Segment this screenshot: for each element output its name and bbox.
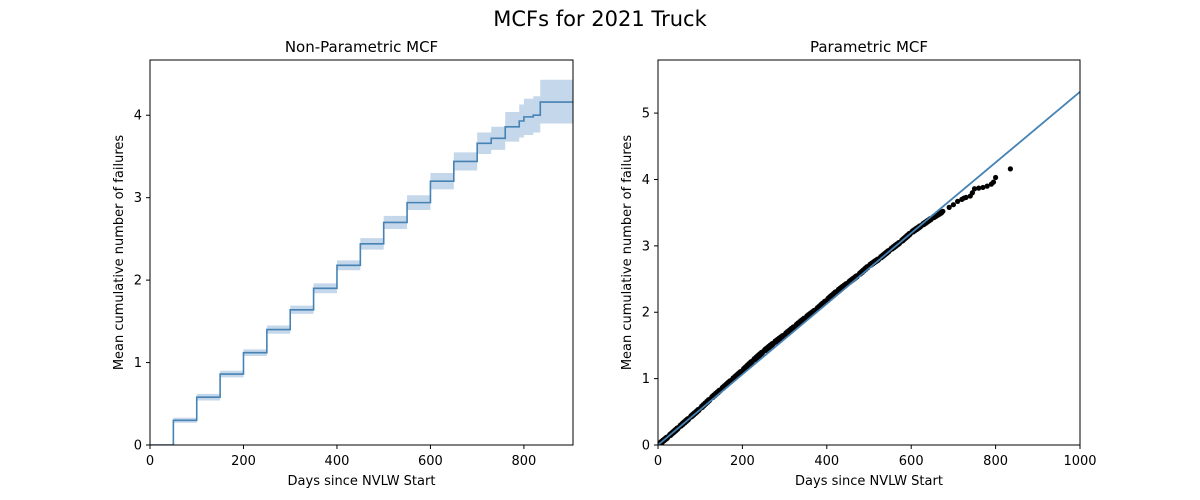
x-axis-label: Days since NVLW Start bbox=[795, 474, 943, 489]
x-tick-label: 400 bbox=[814, 454, 839, 469]
x-tick-label: 1000 bbox=[1063, 454, 1096, 469]
y-tick-label: 4 bbox=[134, 109, 142, 124]
axes-title: Parametric MCF bbox=[810, 38, 928, 56]
y-tick-label: 2 bbox=[134, 274, 142, 289]
confidence-band bbox=[150, 79, 573, 445]
parametric-mcf-panel: 0 200 400 600 800 1000 0 1 2 3 4 5 Parametric MCF Day… bbox=[620, 38, 1097, 489]
x-tick-label: 0 bbox=[146, 454, 154, 469]
plot-area bbox=[658, 91, 1080, 445]
y-tick-label: 3 bbox=[134, 191, 142, 206]
axes-frame bbox=[149, 59, 574, 446]
y-tick-label: 4 bbox=[642, 173, 650, 188]
y-axis-label: Mean cumulative number of failures bbox=[620, 135, 635, 371]
x-axis-label: Days since NVLW Start bbox=[288, 474, 436, 489]
axes-title: Non-Parametric MCF bbox=[285, 38, 438, 56]
x-tick-label: 400 bbox=[325, 454, 350, 469]
x-tick-label: 200 bbox=[730, 454, 755, 469]
figure-title: MCFs for 2021 Truck bbox=[493, 7, 707, 31]
data-point bbox=[990, 179, 997, 185]
plot-area bbox=[150, 79, 573, 445]
data-point bbox=[976, 185, 982, 191]
x-tick-label: 800 bbox=[512, 454, 537, 469]
y-tick-label: 5 bbox=[642, 107, 650, 122]
x-tick-label: 600 bbox=[899, 454, 924, 469]
data-point bbox=[984, 183, 990, 189]
data-point bbox=[950, 202, 957, 208]
data-point bbox=[946, 204, 952, 210]
parametric-fit-line bbox=[658, 91, 1080, 445]
y-tick-label: 1 bbox=[642, 372, 650, 387]
data-point bbox=[980, 184, 986, 191]
y-tick-label: 0 bbox=[134, 439, 142, 454]
x-tick-label: 0 bbox=[654, 454, 662, 469]
y-tick-label: 3 bbox=[642, 239, 650, 254]
axes-frame bbox=[657, 59, 1081, 446]
y-axis-label: Mean cumulative number of failures bbox=[112, 135, 127, 371]
mcf-step-line bbox=[150, 101, 573, 445]
y-tick-label: 2 bbox=[642, 306, 650, 321]
y-tick-label: 0 bbox=[642, 439, 650, 454]
data-point bbox=[955, 198, 961, 204]
x-tick-label: 200 bbox=[231, 454, 256, 469]
data-point bbox=[963, 194, 969, 201]
data-point bbox=[971, 186, 978, 192]
non-parametric-mcf-panel: 0 200 400 600 800 0 1 2 3 4 Non-Parametric MCF Days… bbox=[112, 38, 574, 489]
data-point bbox=[993, 174, 999, 181]
data-point bbox=[1007, 166, 1013, 172]
x-tick-label: 800 bbox=[983, 454, 1008, 469]
data-point bbox=[969, 190, 975, 196]
data-point bbox=[940, 208, 946, 214]
x-tick-label: 600 bbox=[418, 454, 443, 469]
y-tick-label: 1 bbox=[134, 356, 142, 371]
